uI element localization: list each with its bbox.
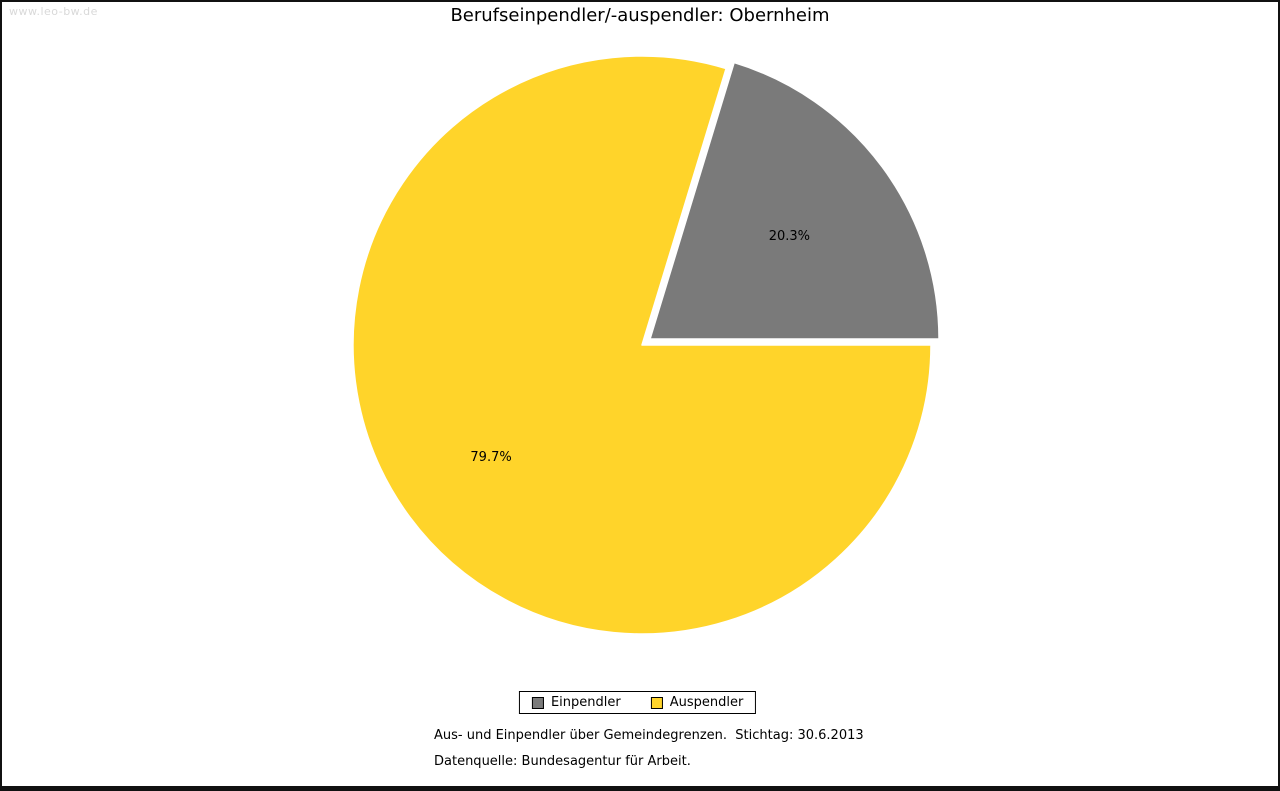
legend-item-auspendler: Auspendler [650, 695, 744, 710]
legend: Einpendler Auspendler [518, 691, 757, 714]
chart-title: Berufseinpendler/-auspendler: Obernheim [450, 5, 830, 26]
legend-label-auspendler: Auspendler [669, 695, 744, 710]
pie-slice-einpendler [649, 61, 940, 340]
pie-slice-value-label: 20.3% [769, 229, 810, 244]
pie-slice-auspendler [352, 55, 932, 635]
legend-swatch-auspendler [650, 696, 663, 709]
legend-item-einpendler: Einpendler [531, 695, 621, 710]
legend-label-einpendler: Einpendler [550, 695, 621, 710]
watermark: www.leo-bw.de [9, 5, 98, 18]
footnote-data-source: Datenquelle: Bundesagentur für Arbeit. [434, 754, 691, 769]
footnote-source-line: Aus- und Einpendler über Gemeindegrenzen… [434, 728, 864, 743]
legend-swatch-einpendler [531, 696, 544, 709]
pie-slice-value-label: 79.7% [470, 450, 511, 465]
